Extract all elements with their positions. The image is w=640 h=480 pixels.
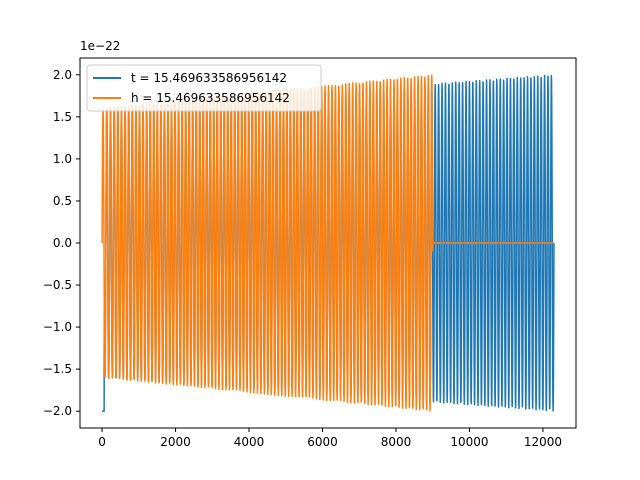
y-tick-label: 1.0 — [53, 152, 72, 166]
y-offset-label: 1e−22 — [80, 39, 120, 53]
axes-frame — [79, 57, 577, 429]
y-tick-label: −0.5 — [43, 278, 72, 292]
x-axis: 0 2000 4000 6000 8000 10000 12000 — [98, 428, 562, 449]
y-tick-label: 0.5 — [53, 194, 72, 208]
legend: t = 15.469633586956142 h = 15.46963358695… — [86, 64, 322, 112]
y-tick-label: 1.5 — [53, 110, 72, 124]
x-tick-label: 10000 — [450, 435, 488, 449]
y-tick-label: −2.0 — [43, 404, 72, 418]
y-tick-label: 0.0 — [53, 236, 72, 250]
x-tick-label: 6000 — [307, 435, 338, 449]
legend-box — [86, 64, 322, 112]
legend-label: h = 15.469633586956142 — [131, 91, 290, 105]
y-axis: −2.0 −1.5 −1.0 −0.5 0.0 0.5 1.0 1.5 2.0 — [43, 68, 80, 418]
x-tick-label: 2000 — [160, 435, 191, 449]
x-tick-label: 8000 — [381, 435, 412, 449]
legend-label: t = 15.469633586956142 — [131, 71, 287, 85]
y-tick-label: −1.5 — [43, 362, 72, 376]
y-tick-label: 2.0 — [53, 68, 72, 82]
y-tick-label: −1.0 — [43, 320, 72, 334]
x-tick-label: 12000 — [524, 435, 562, 449]
x-tick-label: 0 — [98, 435, 106, 449]
series-line-h — [101, 74, 555, 412]
x-tick-label: 4000 — [234, 435, 265, 449]
